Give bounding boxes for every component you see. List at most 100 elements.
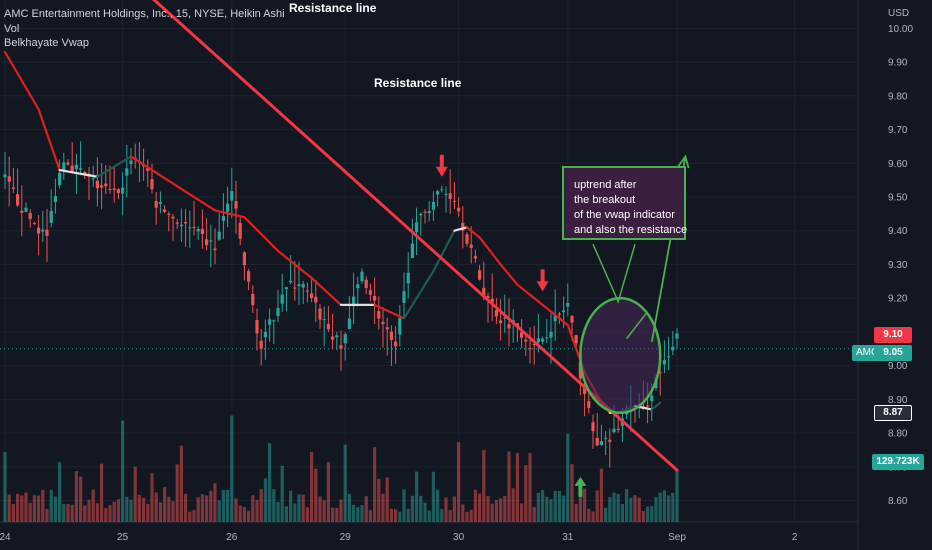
volume-bar <box>360 505 364 522</box>
volume-bar <box>91 489 95 522</box>
volume-bar <box>440 509 444 522</box>
candle-body <box>209 240 213 242</box>
candle-body <box>37 227 41 234</box>
note-line: and also the resistance <box>574 224 688 236</box>
vwap-line-segment <box>453 226 469 232</box>
volume-bar <box>478 493 482 522</box>
x-tick-label: 25 <box>117 532 129 543</box>
candle-body <box>381 321 385 324</box>
y-tick-label: 8.90 <box>888 395 908 406</box>
candle-body <box>305 290 309 292</box>
volume-bar <box>494 500 498 522</box>
volume-bar <box>108 505 112 522</box>
candle-body <box>230 191 234 201</box>
candle-body <box>179 224 183 227</box>
volume-bar <box>650 505 654 522</box>
volume-bar <box>667 495 671 522</box>
down-arrow-marker <box>536 269 549 292</box>
candle-body <box>289 280 293 283</box>
volume-bar <box>503 496 507 522</box>
candle-body <box>452 200 456 202</box>
legend-volume[interactable]: Vol <box>4 22 20 35</box>
candle-body <box>494 310 498 317</box>
candle-body <box>167 213 171 215</box>
candle-body <box>406 272 410 284</box>
candle-body <box>671 346 675 351</box>
candle-body <box>352 296 356 307</box>
volume-bar <box>331 507 335 522</box>
candle-body <box>410 243 414 258</box>
volume-bar <box>415 471 419 522</box>
vwap-line-segment <box>310 276 343 307</box>
candle-body <box>444 193 448 195</box>
candle-body <box>646 405 650 407</box>
volume-bar <box>158 502 162 522</box>
volume-bar <box>646 506 650 522</box>
candle-body <box>595 437 599 446</box>
volume-bar <box>343 444 347 522</box>
volume-bar <box>528 453 532 522</box>
volume-bar <box>16 493 20 522</box>
legend-indicator[interactable]: Belkhayate Vwap <box>4 37 89 49</box>
candle-body <box>465 234 469 244</box>
volume-bar <box>310 452 314 522</box>
y-tick-label: 9.80 <box>888 91 908 102</box>
volume-bar <box>637 497 641 522</box>
volume-bar <box>230 415 234 522</box>
volume-bar <box>675 470 679 522</box>
volume-bar <box>234 498 238 522</box>
volume-bar <box>671 492 675 522</box>
annotation-note: uptrend after the breakout of the vwap i… <box>562 166 688 240</box>
candle-body <box>431 201 435 210</box>
candle-body <box>326 323 330 330</box>
candle-body <box>356 284 360 289</box>
candle-body <box>49 211 53 223</box>
volume-bar <box>154 492 158 522</box>
candle-body <box>53 196 57 203</box>
candle-body <box>347 318 351 329</box>
volume-bar <box>620 504 624 522</box>
volume-bar <box>532 507 536 522</box>
candle-body <box>297 284 301 287</box>
volume-bar <box>146 504 150 522</box>
vwap-line-segment <box>432 229 456 273</box>
volume-bar <box>272 489 276 522</box>
y-tick-label: 9.00 <box>888 361 908 372</box>
x-tick-label: Sep <box>668 532 686 543</box>
volume-bar <box>486 496 490 522</box>
legend-symbol[interactable]: AMC Entertainment Holdings, Inc., 15, NY… <box>4 8 285 20</box>
volume-bar <box>192 510 196 522</box>
volume-bar <box>104 508 108 522</box>
volume-bar <box>389 508 393 522</box>
chart-legend: AMC Entertainment Holdings, Inc., 15, NY… <box>4 7 285 51</box>
candle-body <box>41 229 45 232</box>
candle-body <box>402 291 406 303</box>
candle-body <box>608 439 612 442</box>
volume-bar <box>368 510 372 522</box>
y-tick-label: 9.30 <box>888 260 908 271</box>
candle-body <box>490 298 494 303</box>
candle-body <box>322 319 326 321</box>
volume-bar <box>662 490 666 522</box>
volume-bar <box>335 508 339 522</box>
candle-body <box>566 302 570 307</box>
volume-bar <box>83 505 87 522</box>
candle-body <box>272 320 276 322</box>
volume-bar <box>326 462 330 522</box>
candle-body <box>394 341 398 347</box>
x-tick-label: 2 <box>792 532 798 543</box>
candle-body <box>587 401 591 408</box>
candle-body <box>318 308 322 320</box>
volume-bar <box>373 447 377 522</box>
volume-bar <box>385 477 389 522</box>
volume-bar <box>209 490 213 522</box>
volume-bar <box>142 497 146 522</box>
volume-bar <box>604 507 608 522</box>
candle-body <box>28 212 32 219</box>
candle-body <box>532 343 536 345</box>
vwap-line-segment <box>516 283 544 307</box>
candle-body <box>549 331 553 338</box>
volume-bar <box>377 478 381 522</box>
candle-body <box>100 185 104 188</box>
